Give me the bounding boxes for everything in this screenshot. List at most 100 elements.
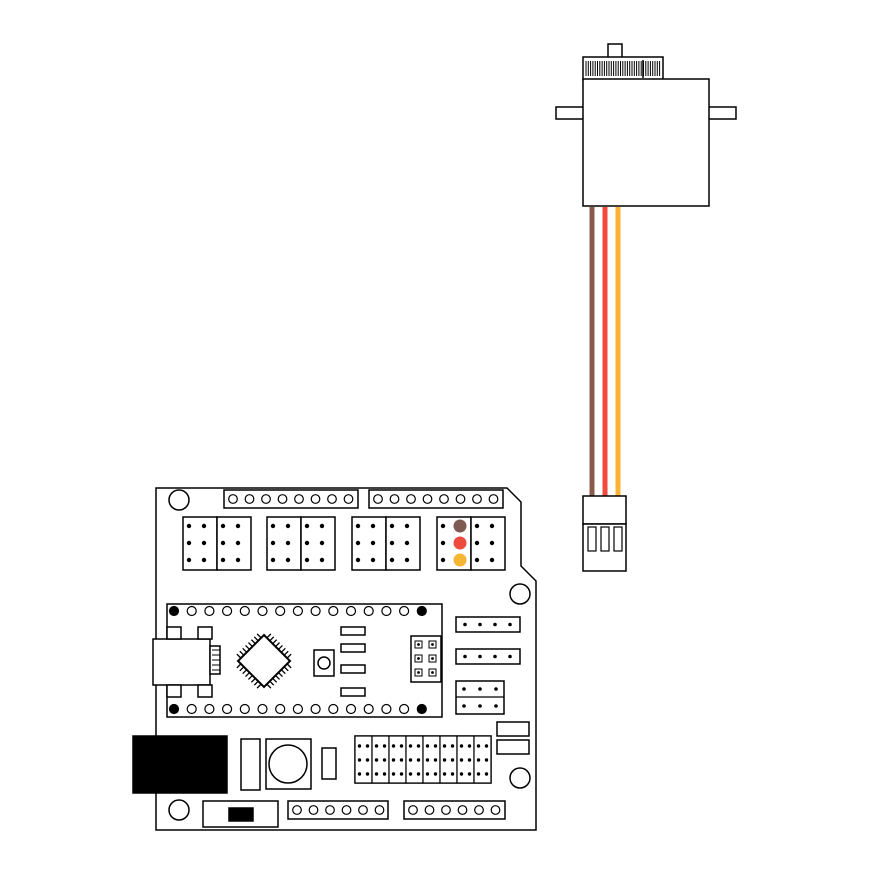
- header-pin: [370, 540, 376, 546]
- header-pin: [270, 557, 276, 563]
- header-pin: [389, 523, 395, 529]
- io-pin: [476, 758, 481, 762]
- nano-pin: [416, 703, 427, 715]
- header-pin: [285, 557, 291, 563]
- nano-pin: [275, 605, 286, 617]
- capacitor: [268, 744, 308, 784]
- io-pin: [416, 758, 421, 762]
- chip-pin: [286, 653, 292, 659]
- io-pin: [382, 744, 387, 748]
- ground-connection-marker: [453, 519, 467, 533]
- io-pin: [467, 772, 472, 776]
- header-pin: [474, 540, 480, 546]
- io-pin: [365, 758, 370, 762]
- usb-tab: [197, 626, 213, 640]
- header-pin: [389, 494, 400, 504]
- header-pin: [341, 805, 352, 815]
- header-pin: [285, 523, 291, 529]
- header-pin: [440, 557, 446, 563]
- header-pin: [186, 523, 192, 529]
- header-pin: [370, 557, 376, 563]
- io-column: [439, 735, 458, 784]
- nano-pin: [363, 605, 374, 617]
- header-pin: [201, 523, 207, 529]
- io-pin: [399, 744, 404, 748]
- header-pin: [235, 557, 241, 563]
- chip-pin: [286, 663, 292, 669]
- smd-component: [340, 687, 366, 697]
- signal-connection-marker: [453, 553, 467, 567]
- header-pin: [325, 805, 335, 815]
- header-pin: [474, 805, 484, 815]
- header-pin: [463, 622, 467, 627]
- nano-pin: [381, 605, 392, 617]
- header-pin: [389, 540, 395, 546]
- mounting-hole: [168, 489, 190, 511]
- io-pin: [459, 758, 464, 762]
- chip-pin: [239, 666, 245, 672]
- header-pin: [478, 704, 482, 708]
- header-pin: [472, 494, 482, 504]
- header-pin: [441, 805, 451, 815]
- header-pin: [244, 494, 255, 504]
- chip-pin: [272, 639, 278, 645]
- chip-pin: [250, 677, 256, 683]
- header-pin: [490, 805, 501, 815]
- chip-pin: [266, 633, 272, 639]
- chip-pin: [256, 683, 262, 689]
- chip-pin: [283, 666, 289, 672]
- servo-body: [582, 78, 710, 207]
- usb-tab: [197, 684, 213, 698]
- power-connection-marker: [453, 536, 467, 550]
- io-pin: [357, 758, 362, 762]
- chip-pin: [242, 669, 248, 675]
- chip-pin: [269, 636, 275, 642]
- nano-pin: [292, 703, 303, 715]
- io-pin: [374, 744, 379, 748]
- io-column: [422, 735, 441, 784]
- nano-pin: [168, 605, 180, 617]
- expansion-board: [132, 487, 537, 831]
- servo-shaft: [607, 43, 623, 59]
- header-pin: [285, 540, 291, 546]
- header-pin: [478, 687, 482, 691]
- servo-cable: [589, 207, 621, 496]
- io-column: [405, 735, 424, 784]
- header-pin: [355, 557, 361, 563]
- io-pin: [459, 772, 464, 776]
- header-pin: [404, 540, 410, 546]
- usb-tab: [166, 626, 182, 640]
- header-pin: [373, 494, 383, 504]
- io-pin: [433, 772, 438, 776]
- connection-markers: [453, 519, 467, 567]
- nano-pin: [416, 605, 427, 617]
- nano-pin: [257, 703, 268, 715]
- nano-pin: [381, 703, 392, 715]
- header-pin: [457, 805, 468, 815]
- reset-button-cap[interactable]: [317, 656, 331, 670]
- io-pin: [416, 744, 421, 748]
- chip-pin: [280, 647, 286, 653]
- io-pin: [450, 772, 455, 776]
- nano-pin: [186, 703, 197, 715]
- usb-tab: [166, 684, 182, 698]
- header-pin: [201, 540, 207, 546]
- header-pin: [455, 494, 466, 504]
- header-pin: [343, 494, 354, 504]
- io-pin: [467, 744, 472, 748]
- io-pin: [476, 744, 481, 748]
- power-switch-slider[interactable]: [228, 807, 254, 822]
- io-column: [371, 735, 390, 784]
- header-pin: [508, 654, 512, 659]
- header-pin: [355, 540, 361, 546]
- nano-pin: [222, 703, 233, 715]
- chip-pin: [253, 680, 259, 686]
- io-pin: [357, 772, 362, 776]
- header-pin: [228, 494, 238, 504]
- header-pin: [220, 523, 226, 529]
- io-pin: [399, 758, 404, 762]
- chip-pin: [239, 650, 245, 656]
- header-pin: [374, 805, 385, 815]
- chip-pin: [245, 672, 251, 678]
- io-pin: [425, 758, 430, 762]
